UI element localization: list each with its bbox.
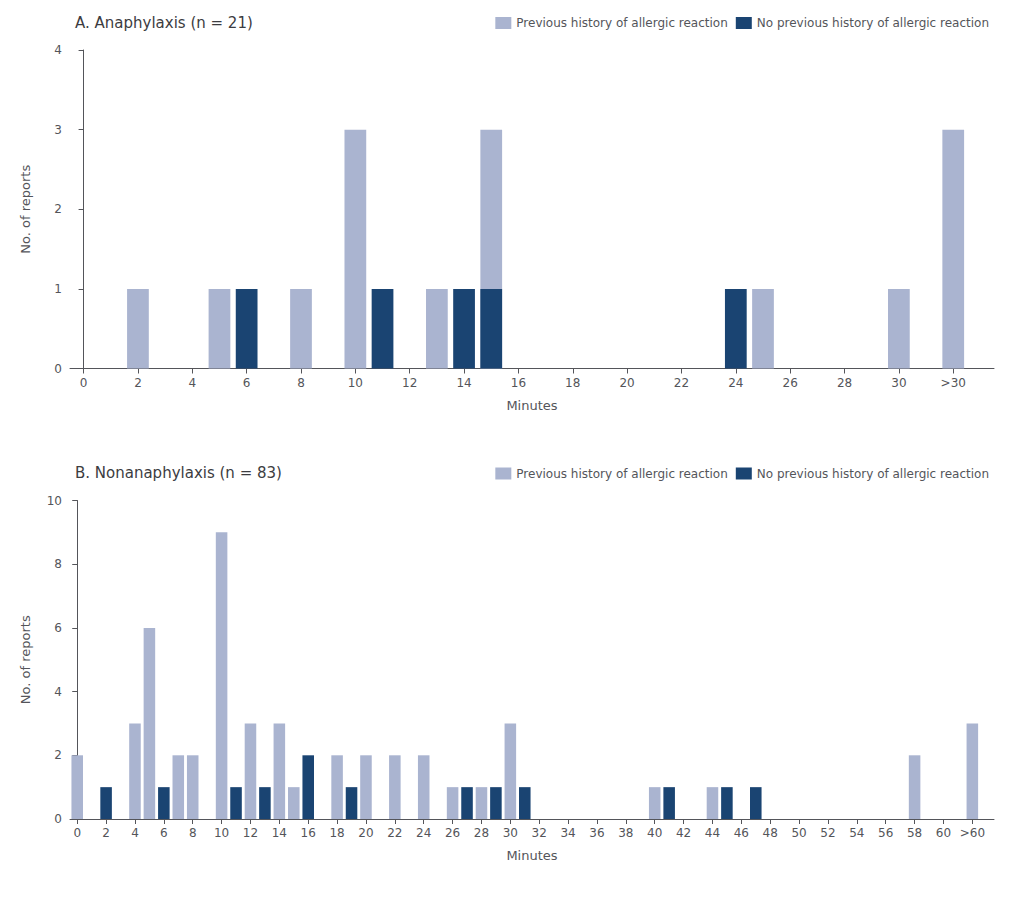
- svg-text:B. Nonanaphylaxis (n = 83): B. Nonanaphylaxis (n = 83): [75, 464, 282, 482]
- svg-text:4: 4: [188, 376, 196, 390]
- svg-text:30: 30: [503, 826, 518, 840]
- svg-text:No previous history of allergi: No previous history of allergic reaction: [757, 16, 989, 30]
- svg-text:22: 22: [674, 376, 689, 390]
- svg-text:20: 20: [358, 826, 373, 840]
- svg-text:28: 28: [837, 376, 852, 390]
- svg-text:14: 14: [272, 826, 287, 840]
- svg-text:12: 12: [402, 376, 417, 390]
- svg-text:6: 6: [160, 826, 168, 840]
- svg-text:3: 3: [54, 123, 62, 137]
- svg-text:>30: >30: [941, 376, 966, 390]
- svg-text:16: 16: [511, 376, 526, 390]
- svg-text:52: 52: [820, 826, 835, 840]
- svg-text:No. of reports: No. of reports: [18, 615, 33, 704]
- svg-text:0: 0: [73, 826, 81, 840]
- svg-text:50: 50: [791, 826, 806, 840]
- svg-text:No previous history of allergi: No previous history of allergic reaction: [757, 467, 989, 481]
- svg-text:56: 56: [878, 826, 893, 840]
- svg-text:18: 18: [565, 376, 580, 390]
- svg-text:20: 20: [619, 376, 634, 390]
- svg-text:Previous history of allergic r: Previous history of allergic reaction: [516, 467, 727, 481]
- svg-text:4: 4: [54, 685, 62, 699]
- svg-text:10: 10: [47, 494, 62, 508]
- svg-text:>60: >60: [960, 826, 985, 840]
- svg-text:36: 36: [589, 826, 604, 840]
- svg-text:0: 0: [54, 362, 62, 376]
- svg-text:38: 38: [618, 826, 633, 840]
- svg-text:12: 12: [243, 826, 258, 840]
- svg-text:6: 6: [243, 376, 251, 390]
- svg-text:44: 44: [705, 826, 720, 840]
- svg-text:40: 40: [647, 826, 662, 840]
- svg-text:30: 30: [891, 376, 906, 390]
- svg-text:0: 0: [80, 376, 88, 390]
- svg-text:22: 22: [387, 826, 402, 840]
- svg-text:28: 28: [474, 826, 489, 840]
- svg-text:2: 2: [54, 748, 62, 762]
- svg-text:8: 8: [54, 557, 62, 571]
- svg-text:14: 14: [456, 376, 471, 390]
- svg-text:2: 2: [102, 826, 110, 840]
- svg-text:6: 6: [54, 621, 62, 635]
- svg-text:0: 0: [54, 812, 62, 826]
- svg-text:26: 26: [783, 376, 798, 390]
- svg-text:2: 2: [134, 376, 142, 390]
- svg-text:26: 26: [445, 826, 460, 840]
- svg-text:Previous history of allergic r: Previous history of allergic reaction: [516, 16, 727, 30]
- svg-text:10: 10: [214, 826, 229, 840]
- svg-text:48: 48: [763, 826, 778, 840]
- svg-text:1: 1: [54, 282, 62, 296]
- svg-text:54: 54: [849, 826, 864, 840]
- svg-text:8: 8: [297, 376, 305, 390]
- svg-text:32: 32: [532, 826, 547, 840]
- svg-text:60: 60: [936, 826, 951, 840]
- svg-text:4: 4: [131, 826, 139, 840]
- svg-text:10: 10: [348, 376, 363, 390]
- svg-text:34: 34: [560, 826, 575, 840]
- svg-text:18: 18: [329, 826, 344, 840]
- svg-text:2: 2: [54, 202, 62, 216]
- svg-text:Minutes: Minutes: [506, 398, 557, 413]
- svg-text:16: 16: [301, 826, 316, 840]
- svg-text:24: 24: [728, 376, 743, 390]
- svg-text:No. of reports: No. of reports: [18, 165, 33, 254]
- svg-text:46: 46: [734, 826, 749, 840]
- svg-text:8: 8: [189, 826, 197, 840]
- svg-text:58: 58: [907, 826, 922, 840]
- svg-text:A. Anaphylaxis (n = 21): A. Anaphylaxis (n = 21): [75, 14, 253, 32]
- svg-text:42: 42: [676, 826, 691, 840]
- svg-text:Minutes: Minutes: [506, 848, 557, 863]
- svg-text:4: 4: [54, 43, 62, 57]
- svg-text:24: 24: [416, 826, 431, 840]
